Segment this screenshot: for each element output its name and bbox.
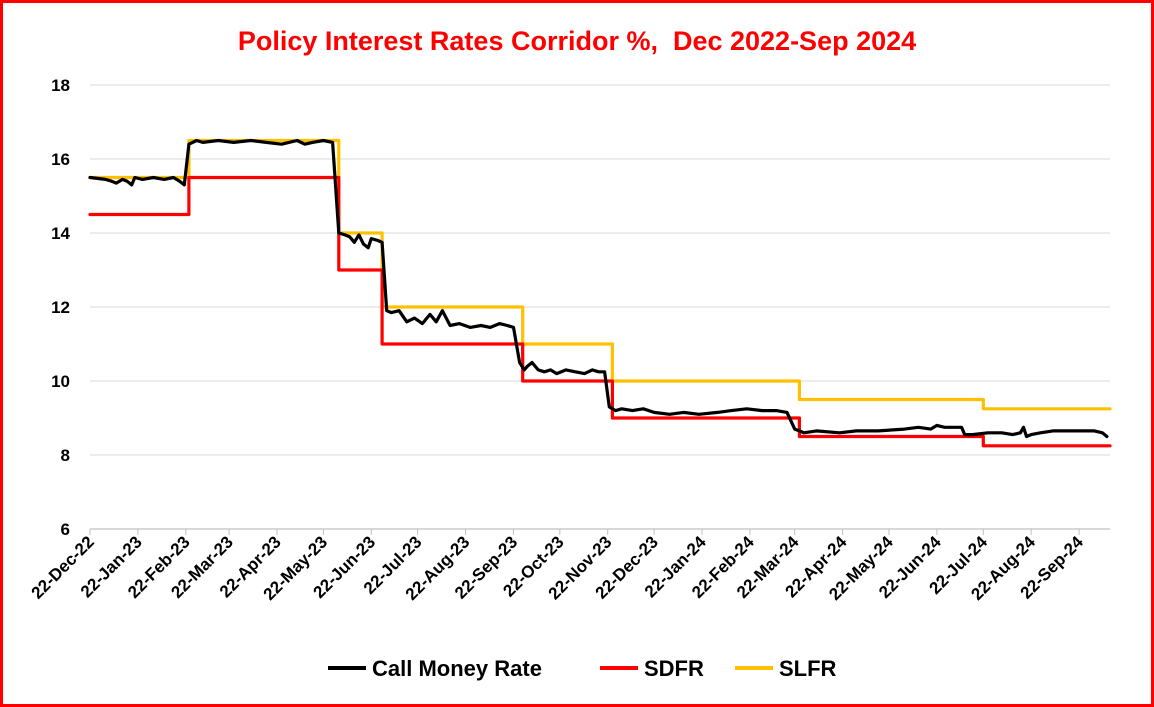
legend-label: SLFR xyxy=(779,656,837,681)
series-line-call-money-rate xyxy=(88,138,1109,439)
y-tick-label: 18 xyxy=(51,76,70,95)
gridlines xyxy=(90,84,1110,456)
y-tick-label: 12 xyxy=(51,298,70,317)
y-tick-label: 16 xyxy=(51,150,70,169)
chart-title: Policy Interest Rates Corridor %, Dec 20… xyxy=(238,26,916,56)
series-line-sdfr xyxy=(88,175,1112,448)
y-tick-label: 14 xyxy=(51,224,70,243)
series-line-slfr xyxy=(88,138,1112,411)
y-tick-label: 10 xyxy=(51,372,70,391)
y-tick-label: 8 xyxy=(61,446,70,465)
legend-label: SDFR xyxy=(644,656,704,681)
y-tick-label: 6 xyxy=(61,520,70,539)
legend: Call Money Rate SDFR SLFR xyxy=(328,656,837,681)
legend-label: Call Money Rate xyxy=(372,656,542,681)
series-lines xyxy=(88,138,1112,448)
